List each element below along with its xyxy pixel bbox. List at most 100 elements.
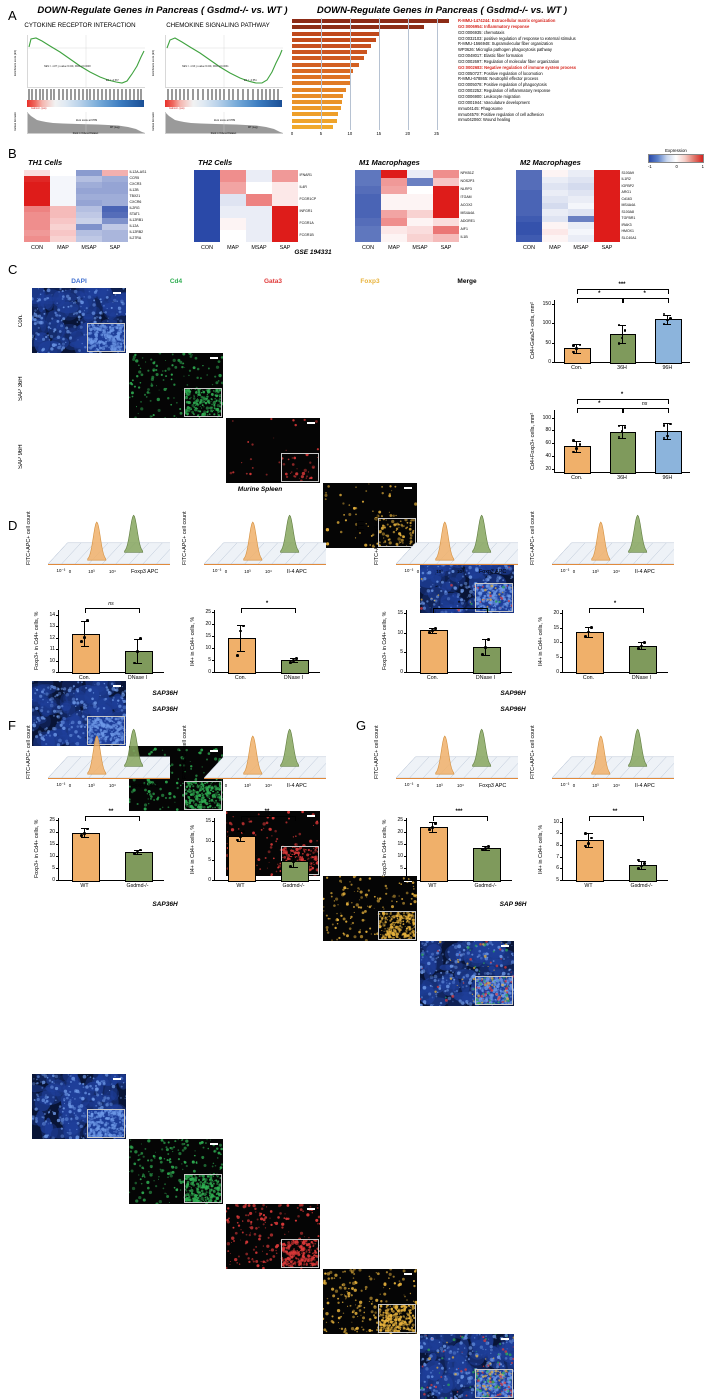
heatmap-gene-label: STAT1 bbox=[130, 213, 147, 217]
go-bar bbox=[292, 38, 376, 42]
chart-data-point bbox=[236, 839, 239, 842]
flow-x-tick-label: 10⁴ bbox=[613, 783, 620, 788]
chart-x-tick-label: 96H bbox=[645, 475, 690, 481]
heatmap-cell bbox=[381, 178, 407, 186]
chart-error-bar bbox=[622, 325, 623, 344]
heatmap-cell bbox=[407, 202, 433, 210]
chart-y-tick-label: 0 bbox=[194, 877, 211, 883]
significance-label: * bbox=[253, 601, 281, 607]
chart-y-tick bbox=[560, 613, 562, 614]
chart-y-tick-label: 25 bbox=[194, 609, 211, 615]
chart-y-tick-label: 14 bbox=[38, 612, 55, 618]
chart-x-tick-label: Con. bbox=[58, 675, 111, 681]
significance-label: ** bbox=[253, 809, 281, 815]
flow-x-tick-label: 10³ bbox=[244, 569, 250, 574]
panel-d-caption: SAP36H bbox=[100, 690, 230, 697]
heatmap-grid bbox=[355, 170, 459, 242]
flow-x-tick-label: 0 bbox=[225, 783, 227, 788]
significance-label: ** bbox=[601, 809, 629, 815]
chart-data-point bbox=[587, 842, 590, 845]
heatmap-cell bbox=[246, 206, 272, 218]
gsea-plot-chemokine: CHEMOKINE SIGNALING PATHWAY Enrichment s… bbox=[152, 22, 284, 136]
chart-bar bbox=[420, 827, 448, 882]
gsea-curve-area-2: NES = -1.93; p-value<0.001; FDR q=0.0031… bbox=[165, 35, 283, 88]
heatmap-gene-label: IL12A-AS1 bbox=[130, 171, 147, 175]
chart-y-tick-label: 10 bbox=[38, 853, 55, 859]
panel-letter-a: A bbox=[8, 8, 17, 23]
chart-bar bbox=[473, 848, 501, 882]
flow-x-axis-line bbox=[48, 778, 170, 779]
flow-y-axis-label: FITC+APC+ cell count bbox=[26, 726, 32, 779]
chart-y-tick-label: 10 bbox=[542, 819, 559, 825]
chart-error-cap bbox=[573, 353, 581, 354]
significance-label: *** bbox=[445, 809, 473, 815]
heatmap-gene-label: MS4A4A bbox=[622, 204, 637, 208]
chart-y-tick-label: 15 bbox=[386, 841, 403, 847]
heatmap-cell bbox=[50, 236, 76, 242]
heatmap-column-header: SAP bbox=[102, 245, 128, 251]
chart-data-point bbox=[295, 657, 298, 660]
flow-x-tick-label: 10³ bbox=[436, 783, 442, 788]
flow-x-axis-title: Il-4 APC bbox=[635, 569, 655, 575]
heatmap-column-header: CON bbox=[24, 245, 50, 251]
chart-x-tick-label: Con. bbox=[406, 675, 459, 681]
significance-bracket bbox=[577, 298, 624, 303]
micrograph-image bbox=[32, 288, 126, 353]
go-bar bbox=[292, 56, 364, 60]
chart-y-tick-label: 10 bbox=[542, 639, 559, 645]
heatmap-cell bbox=[594, 235, 620, 242]
chart-data-point bbox=[643, 862, 646, 865]
heatmap-gene-label: FCGR1B bbox=[300, 234, 317, 238]
panel-g-caption-bottom: SAP 96H bbox=[448, 901, 578, 908]
go-bar bbox=[292, 69, 353, 73]
chart-y-axis bbox=[406, 818, 407, 880]
flow-x-tick-label: 10⁴ bbox=[109, 783, 116, 788]
chart-x-tick-label: Con. bbox=[214, 675, 267, 681]
heatmap-cell bbox=[355, 186, 381, 194]
micrograph-column-header: Gata3 bbox=[226, 278, 320, 285]
chart-y-tick-label: 15 bbox=[194, 818, 211, 824]
heatmap-title: TH2 Cells bbox=[198, 158, 316, 167]
micrograph-column-header: Foxp3 bbox=[323, 278, 417, 285]
chart-data-point bbox=[590, 626, 593, 629]
heatmap-gene-label: S100A8 bbox=[622, 211, 637, 215]
chart-y-tick bbox=[56, 856, 58, 857]
chart-x-tick-label: DNase I bbox=[615, 675, 668, 681]
heatmap-gene-label: ARG1 bbox=[622, 191, 637, 195]
heatmap-cell bbox=[76, 236, 102, 242]
heatmap-cell bbox=[220, 170, 246, 182]
chart-y-tick-label: 25 bbox=[386, 817, 403, 823]
chart-data-point bbox=[431, 629, 434, 632]
chart-data-point bbox=[643, 641, 646, 644]
heatmap-gene-label: IL12RB2 bbox=[130, 231, 147, 235]
heatmap-cell bbox=[272, 206, 298, 218]
chart-y-tick-label: 100 bbox=[534, 415, 551, 421]
heatmap-gene-label: IL12B bbox=[130, 189, 147, 193]
heatmap-column-header: MAP bbox=[381, 245, 407, 251]
chart-y-tick bbox=[552, 443, 554, 444]
chart-x-tick-label: Gsdmd-/- bbox=[267, 883, 320, 889]
chart-data-point bbox=[83, 832, 86, 835]
gsea-ylabel-bottom-2: Ranked list metric bbox=[152, 109, 155, 134]
chart-bar bbox=[228, 638, 256, 674]
significance-bracket bbox=[589, 608, 644, 613]
micrograph-image bbox=[32, 1074, 126, 1139]
chart-x-tick-label: WT bbox=[562, 883, 615, 889]
chart-data-point bbox=[428, 828, 431, 831]
heatmap-cell bbox=[355, 170, 381, 178]
chart-y-tick bbox=[560, 880, 562, 881]
chart-data-point bbox=[637, 647, 640, 650]
heatmap-cell bbox=[272, 170, 298, 182]
chart-error-cap bbox=[618, 438, 626, 439]
chart-y-tick bbox=[212, 636, 214, 637]
flow-y-axis-label: FITC+APC+ cell count bbox=[374, 726, 380, 779]
chart-data-point bbox=[86, 828, 89, 831]
heatmap-cell bbox=[246, 194, 272, 206]
flow-x-tick-label: 10⁴ bbox=[613, 569, 620, 574]
significance-bracket bbox=[589, 816, 644, 821]
